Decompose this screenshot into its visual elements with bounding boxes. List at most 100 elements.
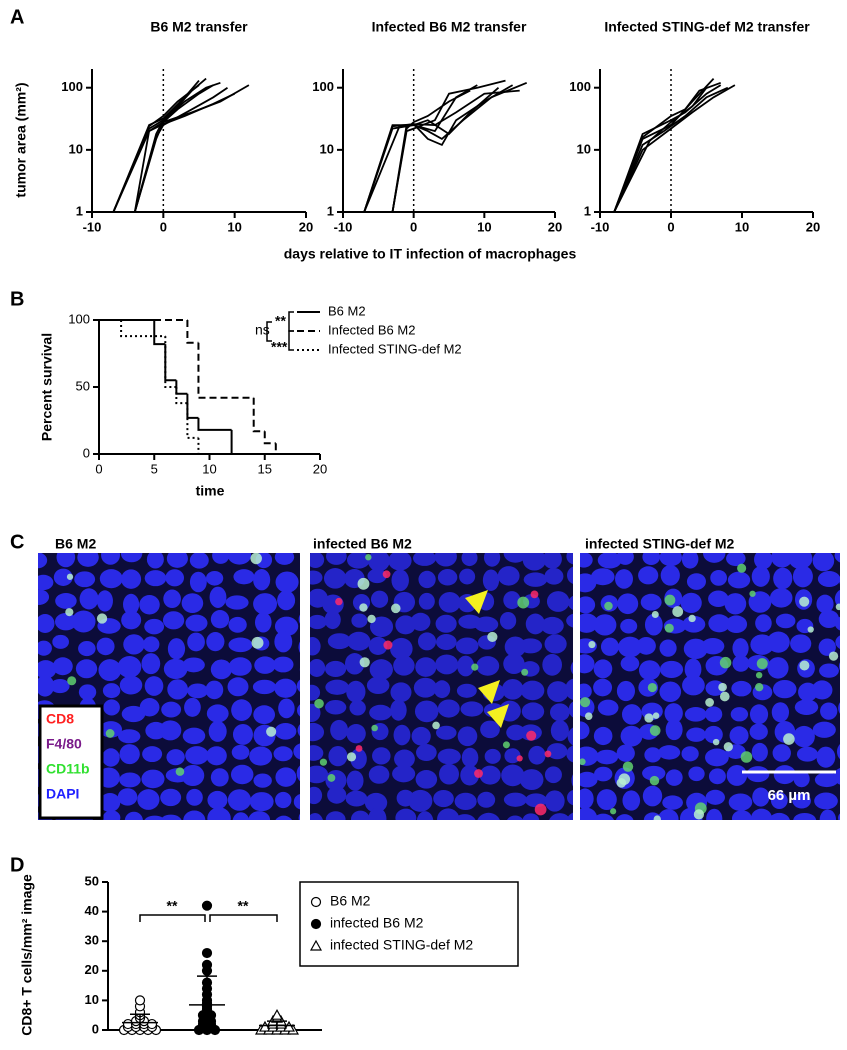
- survival-step: [197, 342, 254, 399]
- nucleus: [367, 553, 390, 572]
- cell-stain: [644, 713, 654, 723]
- nucleus: [299, 553, 300, 556]
- nucleus: [277, 590, 296, 611]
- cell-stain: [584, 712, 593, 720]
- nucleus: [368, 765, 390, 784]
- nucleus: [597, 553, 622, 569]
- stain-legend-label: CD8: [46, 711, 74, 727]
- nucleus: [310, 658, 326, 677]
- cell-stain: [471, 663, 479, 671]
- nucleus: [819, 809, 837, 820]
- nucleus: [310, 813, 323, 820]
- nucleus: [772, 744, 791, 762]
- nucleus: [38, 660, 57, 679]
- nucleus: [137, 789, 160, 810]
- nucleus: [708, 590, 729, 608]
- cell-stain: [502, 741, 510, 749]
- x-tick-label: 10: [202, 461, 216, 476]
- nucleus: [182, 657, 205, 673]
- nucleus: [681, 553, 699, 569]
- nucleus: [732, 655, 750, 672]
- nucleus: [438, 592, 461, 613]
- bracket: [209, 914, 278, 922]
- data-line: [363, 84, 478, 213]
- nucleus: [119, 772, 141, 788]
- nucleus: [54, 612, 77, 631]
- survival-step: [153, 320, 166, 346]
- cell-stain: [783, 733, 795, 745]
- nucleus: [293, 794, 300, 810]
- nucleus: [436, 725, 457, 740]
- nucleus: [819, 663, 839, 678]
- survival-step: [263, 431, 276, 445]
- nucleus: [274, 722, 297, 740]
- cell-stain: [723, 742, 733, 752]
- micrograph: [580, 553, 840, 820]
- cell-stain: [651, 611, 659, 619]
- nucleus: [817, 571, 840, 587]
- nucleus: [165, 569, 185, 587]
- nucleus: [166, 749, 185, 766]
- data-line: [391, 81, 528, 213]
- nucleus: [769, 588, 793, 608]
- nucleus: [102, 748, 120, 767]
- cell-stain: [693, 809, 705, 820]
- nucleus: [96, 637, 115, 656]
- cell-stain: [807, 626, 814, 633]
- x-tick-label: 0: [667, 219, 674, 234]
- nucleus: [565, 678, 573, 700]
- nucleus: [254, 612, 272, 633]
- nucleus: [816, 746, 836, 768]
- survival-step: [164, 336, 177, 388]
- nucleus: [435, 654, 459, 675]
- nucleus: [544, 634, 567, 654]
- micrograph: [310, 553, 573, 820]
- nucleus: [520, 680, 545, 701]
- nucleus: [665, 719, 683, 741]
- nucleus: [755, 614, 772, 632]
- cell-stain: [672, 606, 684, 617]
- data-line: [613, 86, 729, 213]
- significance-label: **: [167, 898, 178, 914]
- nucleus: [688, 766, 705, 782]
- nucleus: [704, 748, 729, 767]
- chart-title: Infected STING-def M2 transfer: [604, 19, 810, 35]
- nucleus: [497, 566, 520, 586]
- x-tick-label: 20: [806, 219, 820, 234]
- nucleus: [568, 595, 573, 611]
- nucleus: [124, 811, 143, 820]
- nucleus: [788, 553, 813, 569]
- nucleus: [549, 813, 571, 820]
- nucleus: [540, 616, 564, 635]
- stain-legend-box: [38, 704, 104, 820]
- nucleus: [310, 786, 323, 805]
- nucleus: [206, 704, 229, 723]
- nucleus: [617, 593, 639, 615]
- nucleus: [705, 789, 725, 805]
- cell-stain: [749, 590, 756, 597]
- nucleus: [483, 553, 501, 567]
- cell-stain: [66, 573, 74, 580]
- nucleus: [344, 653, 365, 675]
- cell-stain: [521, 668, 529, 676]
- nucleus: [38, 574, 54, 591]
- nucleus: [96, 590, 113, 612]
- y-axis-label: CD8+ T cells/mm² image: [19, 874, 35, 1036]
- cd8-stain: [474, 769, 483, 778]
- nucleus: [638, 566, 659, 585]
- nucleus: [636, 637, 656, 655]
- nucleus: [504, 748, 521, 764]
- nucleus: [751, 808, 772, 820]
- image-label: infected B6 M2: [313, 536, 412, 552]
- nucleus: [78, 684, 97, 701]
- y-tick-label: 100: [312, 79, 334, 94]
- nucleus: [141, 769, 165, 789]
- survival-step: [175, 387, 188, 405]
- x-tick-label: 15: [258, 461, 272, 476]
- nucleus: [594, 766, 613, 782]
- nucleus: [662, 795, 683, 810]
- panel-letter: B: [10, 288, 24, 310]
- nucleus: [542, 553, 562, 569]
- nucleus: [254, 656, 276, 674]
- nucleus: [121, 610, 142, 630]
